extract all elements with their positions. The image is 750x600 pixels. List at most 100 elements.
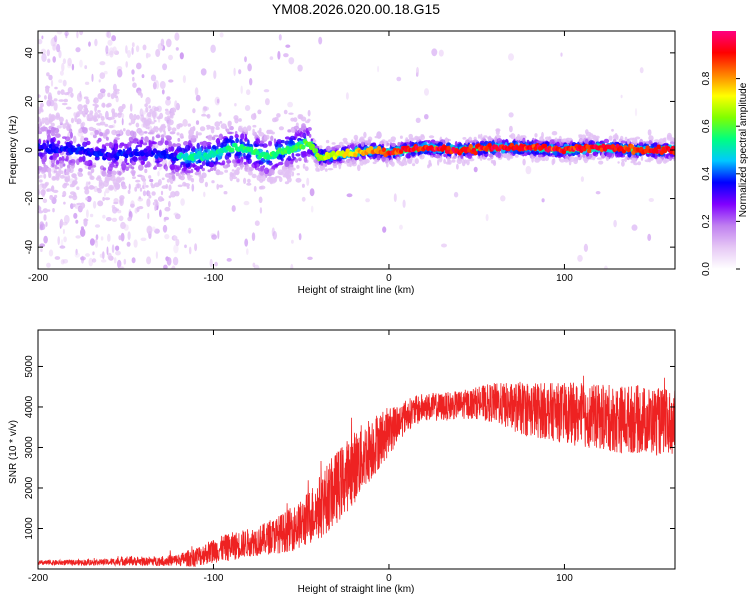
spectrogram-band-cell <box>246 182 252 186</box>
spectrogram-noise-cell <box>59 70 64 76</box>
spectrogram-band-cell <box>112 178 118 185</box>
spectrogram-band-cell <box>166 178 170 183</box>
spectrogram-band-cell <box>658 138 665 145</box>
spectrogram-noise-cell <box>402 199 406 208</box>
spectrogram-band-cell <box>284 136 291 140</box>
spectrogram-band-cell <box>621 158 625 162</box>
spectrogram-noise-cell <box>188 246 192 255</box>
spectrogram-band-cell <box>256 163 260 167</box>
spectrogram-band-cell <box>156 163 163 167</box>
spectrogram-band-cell <box>89 165 93 168</box>
spectrogram-band-cell <box>246 125 252 131</box>
spectrogram-noise-cell <box>118 266 125 269</box>
colorbar-ticks: 0.0 0.2 0.4 0.6 0.8 <box>701 71 740 276</box>
spectrogram-band-cell <box>99 132 103 137</box>
spectrogram-band-cell <box>121 161 126 168</box>
spectrogram-band-cell <box>639 142 644 147</box>
spectrogram-band-cell <box>214 161 221 165</box>
spectrogram-band-cell <box>294 158 299 163</box>
spectrogram-band-cell <box>198 174 202 177</box>
spectrogram-band-cell <box>116 133 121 137</box>
spectrogram-noise-cell <box>244 238 249 247</box>
spectrogram-band-cell <box>87 171 93 175</box>
spectrogram-band-cell <box>213 134 219 138</box>
spectrogram-band-cell <box>188 140 192 146</box>
spectrogram-band-cell <box>560 138 566 143</box>
spectrogram-band-cell <box>391 142 396 147</box>
snr-y-tick-label: 2000 <box>24 476 35 499</box>
spectrogram-band-cell <box>596 157 603 160</box>
spectrogram-band-cell <box>83 107 88 113</box>
spectrogram-ridge-cell <box>670 145 675 151</box>
spectrogram-band-cell <box>620 140 627 144</box>
spectrogram-band-cell <box>199 141 204 145</box>
spectrogram-noise-cell <box>45 221 48 227</box>
spectrogram-band-cell <box>44 118 50 126</box>
spectrogram-ridge-cell <box>307 141 312 147</box>
spectrogram-noise-cell <box>75 219 79 224</box>
spectrogram-noise-cell <box>131 42 135 48</box>
spectrogram-y-tick-label: -20 <box>24 191 35 206</box>
spectrogram-band-cell <box>248 170 253 176</box>
spectrogram-band-cell <box>304 166 309 172</box>
spectrogram-noise-cell <box>127 231 131 241</box>
spectrogram-band-cell <box>259 161 264 165</box>
spectrogram-noise-cell <box>140 110 147 115</box>
spectrogram-band-cell <box>420 135 425 140</box>
spectrogram-band-cell <box>617 161 620 164</box>
spectrogram-band-cell <box>149 108 153 115</box>
spectrogram-band-cell <box>50 132 56 137</box>
spectrogram-band-cell <box>364 140 368 146</box>
spectrogram-band-cell <box>83 186 90 191</box>
spectrogram-band-cell <box>164 140 169 146</box>
spectrogram-band-cell <box>195 166 200 173</box>
spectrogram-band-cell <box>446 156 451 163</box>
spectrogram-noise-cell <box>123 258 127 265</box>
spectrogram-x-tick-label: -100 <box>203 273 223 284</box>
spectrogram-band-cell <box>70 162 75 166</box>
spectrogram-band-cell <box>139 187 143 192</box>
spectrogram-noise-cell <box>39 221 44 228</box>
spectrogram-band-cell <box>38 120 43 127</box>
spectrogram-band-cell <box>191 163 196 168</box>
spectrogram-band-cell <box>298 157 302 162</box>
spectrogram-band-cell <box>104 123 109 127</box>
spectrogram-noise-cell <box>252 262 256 268</box>
spectrogram-band-cell <box>113 138 118 145</box>
spectrogram-noise-cell <box>194 87 199 96</box>
spectrogram-noise-cell <box>365 198 370 203</box>
spectrogram-band-cell <box>50 122 55 127</box>
spectrogram-band-cell <box>105 142 110 147</box>
spectrogram-band-cell <box>582 154 586 158</box>
spectrogram-band-cell <box>299 131 304 138</box>
spectrogram-band-cell <box>509 125 513 133</box>
spectrogram-band-cell <box>171 107 177 113</box>
spectrogram-band-cell <box>235 137 240 144</box>
spectrogram-ridge-cell <box>345 148 350 154</box>
spectrogram-band-cell <box>419 154 423 158</box>
spectrogram-band-cell <box>331 146 336 151</box>
spectrogram-noise-cell <box>265 98 270 106</box>
spectrogram-noise-cell <box>125 45 128 54</box>
spectrogram-ridge-cell <box>78 150 83 155</box>
spectrogram-band-cell <box>165 135 171 139</box>
spectrogram-noise-cell <box>194 243 198 252</box>
spectrogram-noise-cell <box>159 81 166 89</box>
spectrogram-band-cell <box>477 134 481 139</box>
spectrogram-noise-cell <box>399 224 403 230</box>
spectrogram-band-cell <box>144 103 148 108</box>
spectrogram-noise-cell <box>43 235 48 244</box>
spectrogram-band-cell <box>199 126 206 132</box>
spectrogram-noise-cell <box>171 265 176 269</box>
spectrogram-band-cell <box>57 90 61 95</box>
spectrogram-band-cell <box>49 195 54 201</box>
spectrogram-band-cell <box>251 173 257 179</box>
spectrogram-band-cell <box>240 164 245 168</box>
spectrogram-band-cell <box>190 168 194 174</box>
spectrogram-band-cell <box>46 72 50 77</box>
spectrogram-noise-cell <box>79 59 83 68</box>
spectrogram-band-cell <box>58 157 62 162</box>
spectrogram-band-cell <box>52 208 55 213</box>
spectrogram-band-cell <box>52 189 59 193</box>
spectrogram-ridge-cell <box>443 145 448 151</box>
